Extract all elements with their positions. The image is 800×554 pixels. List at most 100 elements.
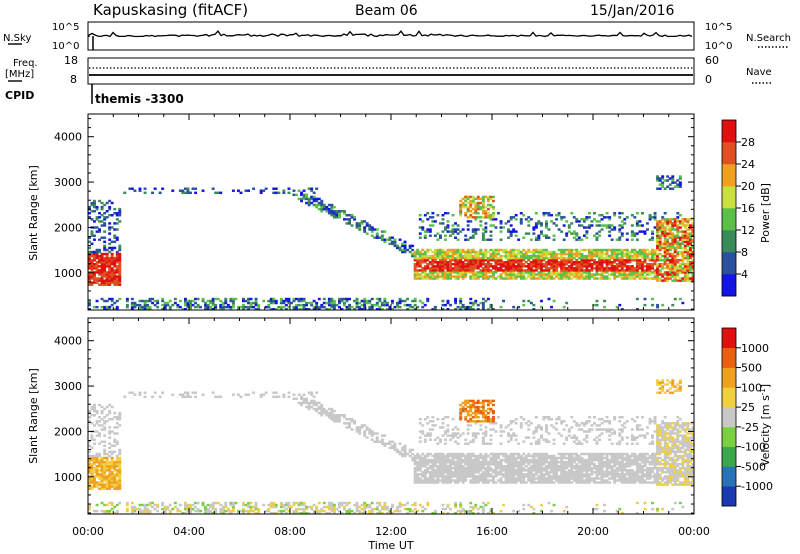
heatmap-cell: [125, 509, 129, 513]
heatmap-cell: [105, 256, 109, 260]
heatmap-cell: [522, 479, 526, 482]
heatmap-cell: [661, 216, 665, 219]
heatmap-cell: [593, 254, 596, 258]
heatmap-cell: [633, 252, 637, 256]
heatmap-cell: [585, 259, 589, 262]
heatmap-cell: [100, 263, 104, 266]
heatmap-cell: [519, 416, 523, 419]
heatmap-cell: [297, 503, 301, 507]
heatmap-cell: [532, 481, 536, 484]
heatmap-cell: [481, 432, 485, 435]
heatmap-cell: [492, 458, 495, 462]
heatmap-cell: [610, 269, 614, 272]
heatmap-cell: [454, 452, 458, 456]
heatmap-cell: [658, 187, 662, 190]
heatmap-cell: [325, 210, 329, 213]
heatmap-cell: [385, 505, 389, 509]
heatmap-cell: [184, 191, 187, 195]
heatmap-cell: [380, 438, 384, 441]
heatmap-cell: [456, 259, 460, 262]
heatmap-cell: [492, 254, 495, 258]
heatmap-cell: [585, 269, 589, 272]
heatmap-cell: [683, 248, 687, 252]
heatmap-cell: [643, 275, 647, 278]
heatmap-cell: [519, 473, 523, 476]
heatmap-cell: [474, 301, 478, 305]
heatmap-cell: [527, 477, 531, 480]
heatmap-cell: [595, 248, 599, 252]
heatmap-cell: [663, 179, 667, 182]
heatmap-cell: [408, 305, 412, 309]
heatmap-cell: [247, 308, 251, 311]
heatmap-cell: [550, 220, 554, 223]
heatmap-cell: [532, 458, 536, 462]
heatmap-cell: [108, 256, 112, 260]
heatmap-cell: [454, 426, 458, 429]
heatmap-cell: [176, 507, 180, 511]
heatmap-cell: [545, 226, 548, 229]
heatmap-cell: [110, 277, 114, 280]
heatmap-cell: [512, 277, 516, 280]
heatmap-cell: [615, 252, 619, 256]
heatmap-cell: [163, 301, 167, 305]
heatmap-cell: [305, 308, 309, 311]
y-tick-label: 2000: [54, 221, 82, 234]
heatmap-cell: [93, 463, 96, 466]
heatmap-cell: [575, 267, 579, 270]
heatmap-cell: [312, 407, 316, 411]
heatmap-cell: [110, 240, 114, 244]
heatmap-cell: [305, 195, 309, 199]
heatmap-cell: [638, 220, 642, 223]
heatmap-cell: [189, 301, 192, 305]
heatmap-cell: [456, 228, 460, 231]
heatmap-cell: [428, 228, 432, 231]
heatmap-cell: [666, 267, 670, 270]
heatmap-cell: [95, 281, 99, 284]
heatmap-cell: [441, 259, 445, 262]
heatmap-cell: [398, 301, 402, 305]
heatmap-cell: [630, 234, 634, 237]
heatmap-cell: [484, 442, 488, 445]
heatmap-cell: [385, 512, 389, 515]
heatmap-cell: [476, 432, 480, 435]
heatmap-cell: [446, 301, 450, 305]
heatmap-cell: [219, 395, 223, 399]
heatmap-cell: [484, 467, 488, 470]
heatmap-cell: [683, 254, 687, 258]
heatmap-cell: [237, 308, 240, 311]
heatmap-cell: [683, 232, 687, 235]
heatmap-cell: [666, 238, 670, 241]
heatmap-cell: [605, 254, 609, 258]
heatmap-cell: [446, 224, 450, 227]
heatmap-cell: [532, 465, 536, 468]
heatmap-cell: [532, 454, 536, 458]
heatmap-cell: [481, 509, 485, 513]
heatmap-cell: [428, 465, 432, 468]
heatmap-cell: [517, 267, 521, 270]
heatmap-cell: [451, 224, 455, 227]
heatmap-cell: [537, 277, 541, 280]
heatmap-cell: [459, 207, 463, 211]
heatmap-cell: [476, 512, 480, 515]
heatmap-cell: [108, 242, 112, 246]
heatmap-cell: [449, 234, 453, 237]
heatmap-cell: [439, 469, 442, 472]
heatmap-cell: [509, 477, 513, 480]
heatmap-cell: [605, 263, 609, 266]
heatmap-cell: [479, 409, 483, 413]
heatmap-cell: [481, 458, 485, 462]
heatmap-cell: [552, 259, 556, 262]
heatmap-cell: [593, 277, 596, 280]
heatmap-cell: [678, 238, 682, 241]
heatmap-cell: [113, 261, 117, 264]
heatmap-cell: [471, 234, 475, 237]
heatmap-cell: [641, 261, 644, 264]
heatmap-cell: [499, 261, 503, 264]
heatmap-cell: [628, 254, 632, 258]
heatmap-cell: [252, 391, 256, 394]
heatmap-cell: [466, 254, 470, 258]
heatmap-cell: [396, 244, 399, 248]
heatmap-cell: [686, 218, 690, 221]
heatmap-cell: [413, 263, 417, 266]
heatmap-cell: [189, 305, 192, 309]
